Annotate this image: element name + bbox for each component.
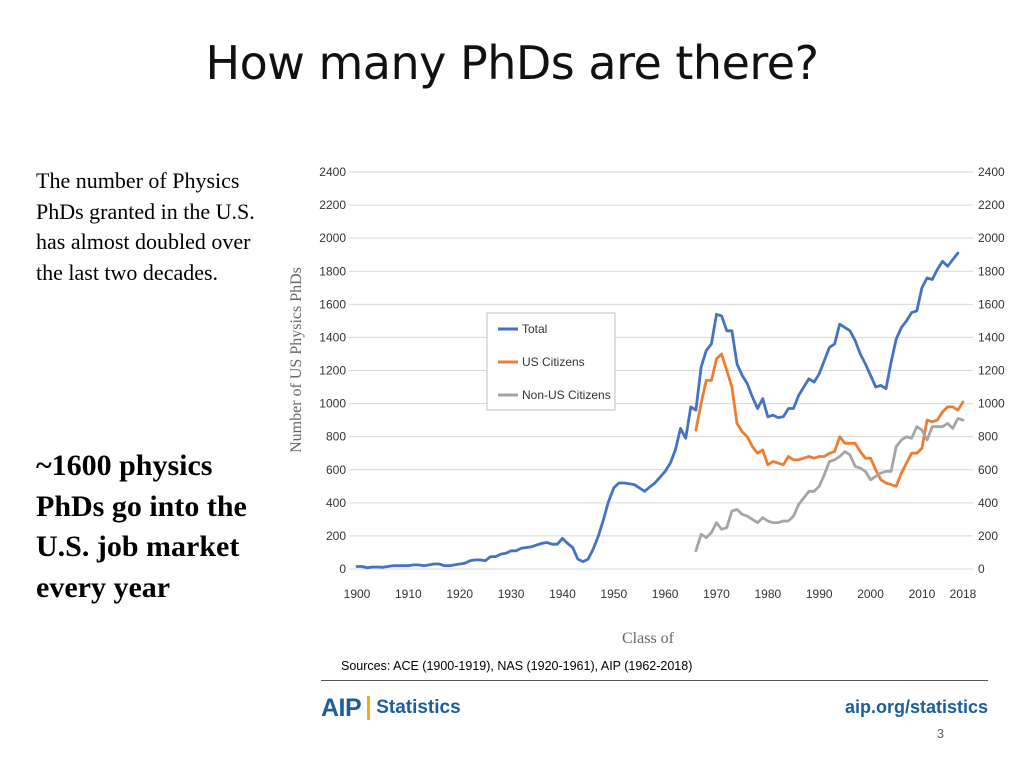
legend-label-us-citizens: US Citizens [522, 355, 585, 369]
y-tick-label-right: 400 [978, 496, 998, 510]
x-tick-label: 1940 [549, 587, 576, 601]
x-tick-label: 1900 [344, 587, 371, 601]
y-tick-label-right: 600 [978, 463, 998, 477]
x-tick-label: 2018 [950, 587, 977, 601]
x-tick-label: 2010 [909, 587, 936, 601]
y-tick-label: 2400 [319, 165, 346, 179]
y-tick-label-right: 0 [978, 562, 985, 576]
aip-statistics-logo: AIP Statistics [321, 694, 461, 722]
y-tick-label: 0 [339, 562, 346, 576]
series-line-total [355, 251, 960, 570]
y-tick-label: 800 [326, 430, 346, 444]
x-tick-label: 1920 [446, 587, 473, 601]
footer-divider [321, 680, 988, 681]
y-tick-label-right: 1400 [978, 330, 1005, 344]
logo-statistics-text: Statistics [376, 697, 461, 718]
x-tick-label: 1990 [806, 587, 833, 601]
sources-note: Sources: ACE (1900-1919), NAS (1920-1961… [341, 659, 693, 673]
series-line-non-us-citizens [694, 417, 965, 553]
x-tick-label: 1910 [395, 587, 422, 601]
x-tick-label: 1930 [498, 587, 525, 601]
x-tick-label: 1950 [600, 587, 627, 601]
y-tick-label: 600 [326, 463, 346, 477]
x-tick-label: 1960 [652, 587, 679, 601]
y-tick-label-right: 1800 [978, 264, 1005, 278]
x-axis-title: Class of [622, 630, 675, 647]
y-tick-label: 400 [326, 496, 346, 510]
y-tick-label: 1600 [319, 297, 346, 311]
tick-layer: 0 0 200 200 400 400 600 600 800 800 1000 1000 1200 12… [319, 165, 1005, 601]
left-bold-statement: ~1600 physics PhDs go into the U.S. job … [36, 449, 247, 604]
y-tick-label-right: 1200 [978, 364, 1005, 378]
left-paragraph: The number of Physics PhDs granted in th… [36, 168, 255, 285]
y-tick-label-right: 2400 [978, 165, 1005, 179]
y-tick-label-right: 2200 [978, 198, 1005, 212]
x-tick-label: 1980 [754, 587, 781, 601]
phd-line-chart: 0 0 200 200 400 400 600 600 800 800 1000 1000 1200 12… [288, 165, 1005, 647]
y-tick-label: 2200 [319, 198, 346, 212]
y-tick-label: 1200 [319, 364, 346, 378]
series-line-us-citizens [694, 352, 965, 488]
logo-aip-text: AIP [321, 693, 362, 722]
site-link[interactable]: aip.org/statistics [844, 697, 988, 717]
x-tick-label: 1970 [703, 587, 730, 601]
y-tick-label-right: 1000 [978, 397, 1005, 411]
logo-divider-bar [367, 696, 371, 720]
legend-label-total: Total [522, 322, 547, 336]
chart-legend: Total US Citizens Non-US Citizens [486, 312, 616, 411]
x-tick-label: 2000 [857, 587, 884, 601]
y-tick-label-right: 800 [978, 430, 998, 444]
y-tick-label: 2000 [319, 231, 346, 245]
y-axis-label: Number of US Physics PhDs [288, 267, 305, 453]
y-tick-label: 1400 [319, 330, 346, 344]
slide-title: How many PhDs are there? [205, 36, 820, 90]
page-number: 3 [936, 726, 944, 741]
legend-label-non-us-citizens: Non-US Citizens [522, 388, 611, 402]
y-tick-label: 1800 [319, 264, 346, 278]
y-tick-label: 200 [326, 529, 346, 543]
y-tick-label-right: 200 [978, 529, 998, 543]
y-tick-label-right: 2000 [978, 231, 1005, 245]
y-tick-label-right: 1600 [978, 297, 1005, 311]
y-tick-label: 1000 [319, 397, 346, 411]
series-layer [355, 251, 965, 570]
grid-layer [349, 171, 973, 570]
